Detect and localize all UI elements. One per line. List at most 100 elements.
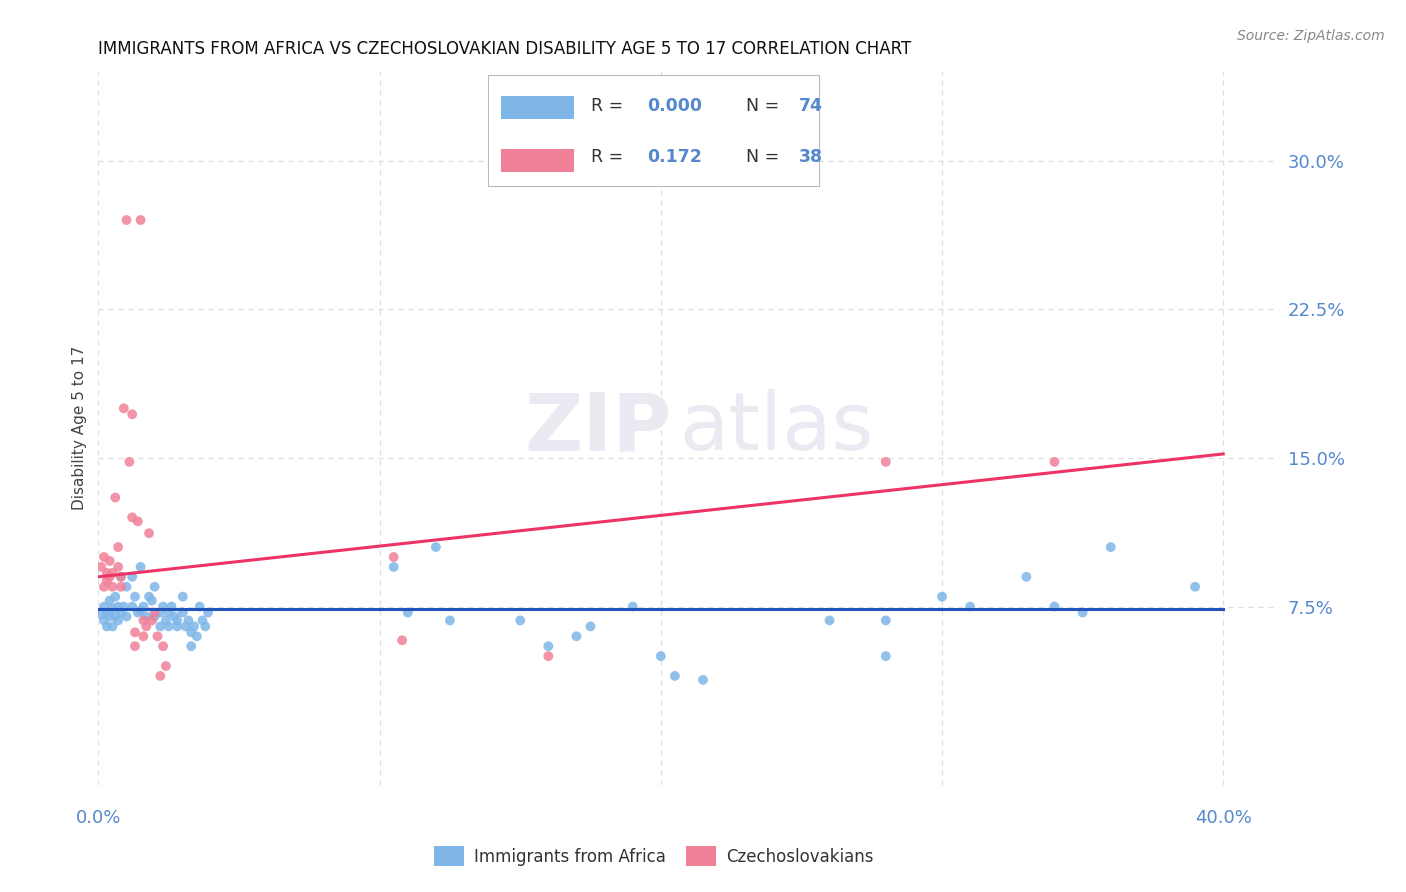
Point	[621, 599, 644, 614]
Point	[121, 599, 143, 614]
Point	[149, 606, 172, 620]
Point	[121, 570, 143, 584]
Point	[875, 614, 897, 628]
Point	[110, 570, 132, 584]
Point	[127, 514, 149, 528]
Point	[664, 669, 686, 683]
Point	[104, 609, 127, 624]
Point	[115, 580, 138, 594]
Point	[186, 629, 208, 643]
Point	[382, 560, 405, 574]
Point	[107, 560, 129, 574]
Text: Source: ZipAtlas.com: Source: ZipAtlas.com	[1237, 29, 1385, 43]
Point	[160, 599, 183, 614]
Point	[93, 549, 115, 564]
Point	[118, 455, 141, 469]
Point	[98, 554, 121, 568]
Point	[149, 669, 172, 683]
Point	[818, 614, 841, 628]
Point	[509, 614, 531, 628]
Point	[579, 619, 602, 633]
Point	[172, 606, 194, 620]
Point	[1015, 570, 1038, 584]
Point	[90, 560, 112, 574]
Point	[1099, 540, 1122, 554]
Text: 40.0%: 40.0%	[1195, 809, 1251, 827]
Point	[112, 599, 135, 614]
Point	[110, 580, 132, 594]
Point	[183, 619, 205, 633]
Point	[155, 614, 177, 628]
Point	[110, 606, 132, 620]
Point	[1043, 599, 1066, 614]
Point	[98, 593, 121, 607]
Point	[129, 213, 152, 227]
Point	[98, 570, 121, 584]
Point	[96, 606, 118, 620]
Point	[115, 609, 138, 624]
Point	[1071, 606, 1094, 620]
Point	[194, 619, 217, 633]
Point	[152, 639, 174, 653]
Point	[90, 607, 112, 622]
Text: 0.0%: 0.0%	[76, 809, 121, 827]
Point	[1043, 455, 1066, 469]
Point	[93, 614, 115, 628]
Point	[143, 609, 166, 624]
Y-axis label: Disability Age 5 to 17: Disability Age 5 to 17	[72, 346, 87, 510]
Point	[129, 560, 152, 574]
Point	[138, 590, 160, 604]
Point	[191, 614, 214, 628]
Point	[135, 609, 157, 624]
Point	[875, 455, 897, 469]
Point	[132, 614, 155, 628]
Point	[101, 566, 124, 580]
Point	[155, 659, 177, 673]
Legend: Immigrants from Africa, Czechoslovakians: Immigrants from Africa, Czechoslovakians	[427, 839, 880, 872]
Point	[112, 401, 135, 416]
Point	[146, 629, 169, 643]
Point	[425, 540, 447, 554]
Point	[180, 625, 202, 640]
Point	[115, 213, 138, 227]
Point	[931, 590, 953, 604]
Point	[138, 526, 160, 541]
Point	[180, 639, 202, 653]
Point	[177, 614, 200, 628]
Point	[132, 599, 155, 614]
Point	[157, 619, 180, 633]
Point	[104, 491, 127, 505]
Point	[1184, 580, 1206, 594]
Point	[98, 609, 121, 624]
Point	[143, 606, 166, 620]
Point	[121, 407, 143, 421]
Point	[537, 649, 560, 664]
Point	[172, 590, 194, 604]
Point	[101, 601, 124, 615]
Point	[391, 633, 413, 648]
Point	[101, 619, 124, 633]
Point	[124, 590, 146, 604]
Point	[124, 639, 146, 653]
Point	[188, 599, 211, 614]
Point	[197, 606, 219, 620]
Point	[121, 510, 143, 524]
Point	[141, 614, 163, 628]
Point	[96, 566, 118, 580]
Point	[163, 609, 186, 624]
Point	[135, 619, 157, 633]
Text: atlas: atlas	[679, 389, 875, 467]
Point	[382, 549, 405, 564]
Point	[127, 606, 149, 620]
Point	[96, 574, 118, 588]
Point	[107, 540, 129, 554]
Point	[174, 619, 197, 633]
Text: IMMIGRANTS FROM AFRICA VS CZECHOSLOVAKIAN DISABILITY AGE 5 TO 17 CORRELATION CHA: IMMIGRANTS FROM AFRICA VS CZECHOSLOVAKIA…	[98, 40, 911, 58]
Point	[96, 619, 118, 633]
Point	[396, 606, 419, 620]
Point	[143, 580, 166, 594]
Point	[124, 625, 146, 640]
Point	[101, 580, 124, 594]
Point	[692, 673, 714, 687]
Point	[93, 580, 115, 594]
